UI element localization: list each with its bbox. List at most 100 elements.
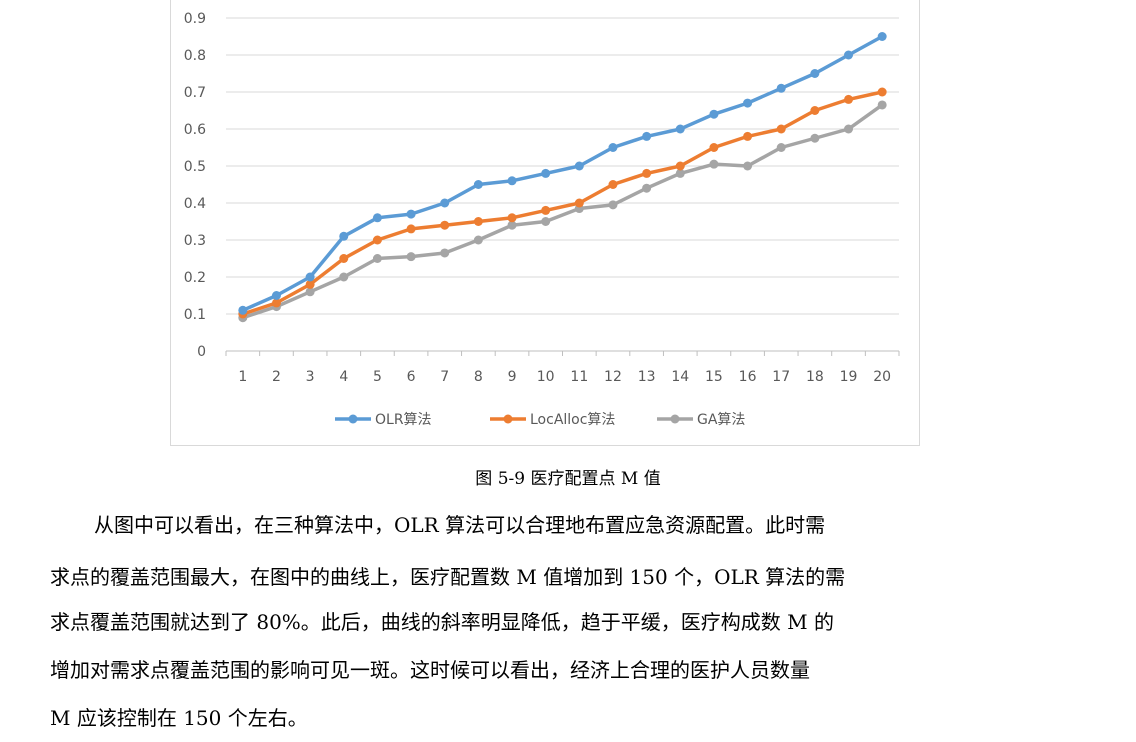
data-point xyxy=(810,133,820,143)
x-tick-label: 20 xyxy=(873,369,891,385)
x-tick-label: 15 xyxy=(705,369,723,385)
x-tick-label: 11 xyxy=(570,369,588,385)
data-point xyxy=(642,131,652,141)
x-tick-label: 6 xyxy=(407,369,416,385)
data-point xyxy=(440,248,450,258)
x-tick-label: 16 xyxy=(739,369,757,385)
data-point xyxy=(238,305,248,315)
data-point xyxy=(743,98,753,108)
data-point xyxy=(440,198,450,208)
legend-label: OLR算法 xyxy=(375,412,432,428)
data-point xyxy=(372,254,382,263)
data-point xyxy=(271,298,281,308)
x-tick-label: 3 xyxy=(306,369,315,385)
data-point xyxy=(877,87,887,97)
x-tick-label: 1 xyxy=(238,369,247,385)
chart-frame: 0 0.1 0.2 0.3 0.4 0.5 0.6 0.7 0.8 0.9 1 2 3 4 5 6 7 8 9 10 1… xyxy=(170,0,920,446)
data-point xyxy=(776,83,786,93)
data-point xyxy=(507,220,517,230)
legend-marker xyxy=(348,414,358,424)
paragraph-line-1: 从图中可以看出，在三种算法中，OLR 算法可以合理地布置应急资源配置。此时需 xyxy=(94,513,826,537)
data-point xyxy=(608,143,618,152)
data-point xyxy=(844,94,854,104)
legend-label: LocAlloc算法 xyxy=(530,412,615,428)
data-point xyxy=(877,32,887,41)
paragraph-line-4: 增加对需求点覆盖范围的影响可见一斑。这时候可以看出，经济上合理的医护人员数量 xyxy=(50,658,810,682)
data-point xyxy=(541,168,551,178)
x-tick-label: 14 xyxy=(671,369,689,385)
data-point xyxy=(810,106,820,115)
data-point xyxy=(406,224,416,234)
data-point xyxy=(844,50,854,60)
data-point xyxy=(507,176,517,186)
x-tick-label: 7 xyxy=(440,369,449,385)
line-chart: 0 0.1 0.2 0.3 0.4 0.5 0.6 0.7 0.8 0.9 1 2 3 4 5 6 7 8 9 10 1… xyxy=(184,11,900,428)
x-tick-label: 9 xyxy=(508,369,517,385)
x-tick-label: 17 xyxy=(772,369,790,385)
data-point xyxy=(372,235,382,245)
data-point xyxy=(743,131,753,141)
data-point xyxy=(709,159,719,169)
data-point xyxy=(541,205,551,215)
data-point xyxy=(642,168,652,178)
x-tick-label: 10 xyxy=(537,369,555,385)
data-point xyxy=(776,124,786,134)
x-tick-label: 19 xyxy=(840,369,858,385)
y-tick-label: 0.1 xyxy=(184,307,206,323)
data-point xyxy=(473,235,483,245)
data-point xyxy=(709,109,719,119)
legend-label: GA算法 xyxy=(697,412,745,428)
data-point xyxy=(642,183,652,193)
data-point xyxy=(507,213,517,223)
data-point xyxy=(473,217,483,226)
figure-caption: 图 5-9 医疗配置点 M 值 xyxy=(475,469,661,489)
y-tick-label: 0.9 xyxy=(184,11,206,27)
data-point xyxy=(608,180,618,189)
data-point xyxy=(339,231,349,241)
legend-marker xyxy=(503,414,513,424)
data-point xyxy=(810,69,820,78)
y-tick-label: 0.8 xyxy=(184,48,206,64)
data-point xyxy=(675,124,685,134)
y-tick-label: 0.5 xyxy=(184,159,206,175)
data-point xyxy=(776,143,786,152)
y-tick-label: 0.3 xyxy=(184,233,206,249)
data-point xyxy=(675,168,685,178)
data-point xyxy=(339,272,349,282)
data-point xyxy=(574,198,584,208)
data-point xyxy=(709,143,719,152)
y-tick-label: 0.4 xyxy=(184,196,206,212)
data-point xyxy=(743,161,753,171)
data-point xyxy=(406,209,416,219)
data-point xyxy=(440,220,450,230)
data-point xyxy=(608,200,618,210)
data-point xyxy=(372,213,382,223)
data-point xyxy=(473,180,483,189)
series-line xyxy=(241,34,884,313)
data-point xyxy=(675,161,685,171)
x-tick-label: 4 xyxy=(339,369,348,385)
y-tick-label: 0.7 xyxy=(184,85,206,101)
data-point xyxy=(305,272,315,282)
data-point xyxy=(574,161,584,171)
x-tick-label: 13 xyxy=(638,369,656,385)
series-line xyxy=(241,103,884,320)
y-tick-label: 0 xyxy=(197,344,206,360)
x-tick-label: 18 xyxy=(806,369,824,385)
y-tick-label: 0.6 xyxy=(184,122,206,138)
data-point xyxy=(305,279,315,289)
x-tick-label: 5 xyxy=(373,369,382,385)
data-point xyxy=(271,291,281,300)
x-tick-label: 8 xyxy=(474,369,483,385)
legend-marker xyxy=(670,414,680,424)
y-tick-label: 0.2 xyxy=(184,270,206,286)
data-point xyxy=(339,254,349,263)
data-point xyxy=(541,217,551,226)
series-line xyxy=(241,90,884,316)
data-point xyxy=(305,287,315,297)
paragraph-line-2: 求点的覆盖范围最大，在图中的曲线上，医疗配置数 M 值增加到 150 个，OLR… xyxy=(50,565,846,589)
data-point xyxy=(844,124,854,134)
paragraph-line-3: 求点覆盖范围就达到了 80%。此后，曲线的斜率明显降低，趋于平缓，医疗构成数 M… xyxy=(50,610,835,634)
x-tick-label: 2 xyxy=(272,369,281,385)
data-point xyxy=(406,252,416,262)
